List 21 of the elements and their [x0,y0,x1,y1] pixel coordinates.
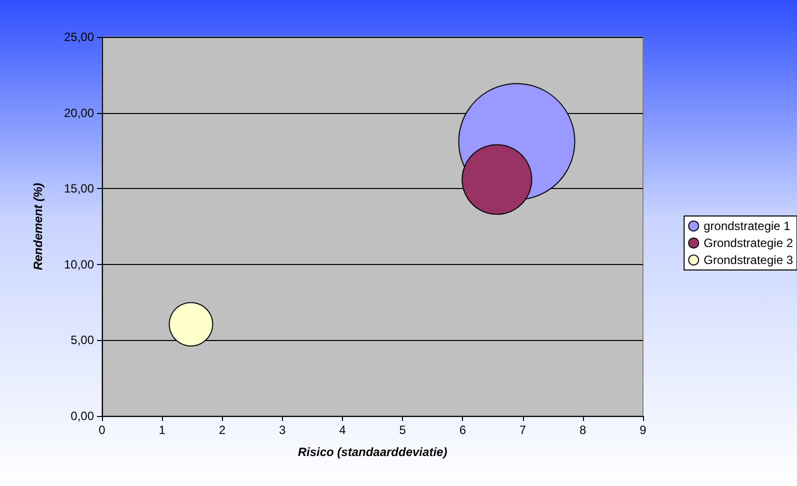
legend-label: Grondstrategie 2 [704,236,794,250]
legend-label: grondstrategie 1 [704,219,791,233]
legend-label: Grondstrategie 3 [704,253,794,267]
y-tick-label: 0,00 [70,409,94,423]
y-tick-label: 15,00 [64,182,94,196]
x-tick-label: 4 [339,423,346,437]
x-tick-label: 1 [158,423,166,437]
x-tick-label: 5 [399,423,406,437]
y-tick-label: 10,00 [64,257,94,272]
y-axis-title: Rendement (%) [31,182,45,270]
y-tick-label: 25,00 [64,30,94,44]
y-tick-label: 20,00 [64,106,94,120]
x-tick-label: 9 [640,423,647,437]
x-tick-label: 3 [278,423,286,437]
x-tick-label: 6 [459,423,466,437]
x-tick-label: 8 [580,423,587,437]
x-tick-label: 0 [98,423,106,437]
x-tick-label: 2 [218,423,226,437]
x-tick-label: 7 [519,423,526,437]
x-axis-title: Risico (standaarddeviatie) [298,445,448,459]
y-tick-label: 5,00 [70,333,94,348]
